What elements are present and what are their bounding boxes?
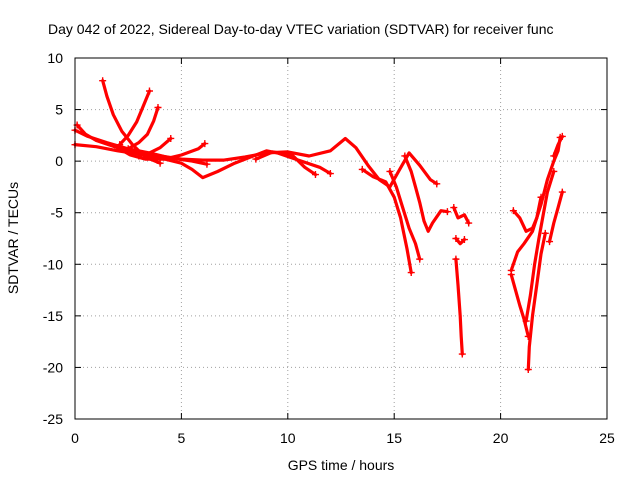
series-track-22: [552, 134, 564, 158]
y-tick-label: -20: [43, 359, 63, 375]
series-marker: [507, 266, 515, 274]
series-marker: [114, 144, 122, 152]
series-track-8: [137, 136, 173, 158]
x-tick-label: 5: [178, 430, 186, 446]
x-tick-label: 10: [280, 430, 296, 446]
series-marker: [465, 219, 473, 227]
series-marker: [311, 171, 319, 179]
series-track-12: [403, 154, 449, 233]
series-marker: [201, 140, 209, 148]
y-tick-label: -25: [43, 411, 63, 427]
series-marker: [124, 145, 132, 153]
series-marker: [252, 155, 260, 163]
data-series: [71, 77, 566, 373]
series-marker: [386, 167, 394, 175]
series-marker: [407, 269, 415, 277]
y-tick-label: -15: [43, 308, 63, 324]
series-marker: [99, 77, 107, 85]
series-track-9: [254, 150, 318, 177]
series-track-13: [454, 257, 464, 356]
series-marker: [452, 235, 460, 242]
series-track-14: [452, 206, 471, 225]
series-track-4: [101, 79, 162, 165]
plot-frame: [74, 57, 608, 420]
series-marker: [326, 170, 334, 178]
series-marker: [509, 207, 517, 215]
x-axis-ticks: 0 5 10 15 20 25: [71, 58, 615, 446]
series-marker: [167, 134, 175, 142]
series-marker: [416, 255, 424, 263]
series-marker: [443, 208, 451, 216]
x-axis-label: GPS time / hours: [288, 457, 395, 473]
series-marker: [450, 204, 458, 212]
series-marker: [452, 255, 460, 263]
x-tick-label: 20: [493, 430, 509, 446]
series-marker: [156, 159, 164, 167]
series-marker: [154, 104, 162, 112]
y-tick-label: 5: [55, 102, 63, 118]
series-track-10: [360, 167, 413, 275]
series-marker: [458, 350, 466, 358]
series-marker: [358, 165, 366, 173]
series-track-5: [118, 89, 152, 147]
series-track-19: [526, 231, 547, 372]
series-marker: [524, 365, 532, 373]
series-track-21: [547, 190, 564, 244]
series-track-6: [126, 105, 160, 151]
y-tick-label: -5: [51, 205, 64, 221]
series-marker: [145, 87, 153, 95]
series-marker: [537, 193, 545, 201]
series-track-15: [454, 236, 466, 246]
series-track-7: [115, 142, 207, 161]
series-marker: [558, 188, 566, 196]
series-marker: [546, 238, 554, 246]
x-tick-label: 25: [599, 430, 615, 446]
series-marker: [541, 229, 549, 237]
y-tick-label: 0: [55, 153, 63, 169]
series-marker: [460, 236, 468, 244]
series-track-20: [511, 195, 543, 233]
series-marker: [203, 160, 211, 168]
series-track-16: [509, 273, 530, 339]
series-marker: [550, 152, 558, 160]
y-tick-label: 10: [47, 50, 63, 66]
series-marker: [550, 167, 558, 175]
x-tick-label: 15: [386, 430, 402, 446]
series-track-3: [75, 123, 439, 189]
chart-title: Day 042 of 2022, Sidereal Day-to-day VTE…: [48, 21, 554, 37]
y-tick-label: -10: [43, 256, 63, 272]
series-marker: [401, 152, 409, 160]
series-track-18: [524, 169, 556, 323]
series-marker: [433, 180, 441, 188]
series-marker: [522, 317, 530, 325]
series-marker: [135, 152, 143, 160]
series-track-11: [388, 169, 422, 261]
grid-lines: [75, 58, 607, 419]
x-tick-label: 0: [71, 430, 79, 446]
series-marker: [558, 132, 566, 140]
y-axis-label: SDTVAR / TECUs: [5, 182, 21, 294]
y-axis-ticks: -25 -20 -15 -10 -5 0 5 10: [43, 50, 607, 427]
